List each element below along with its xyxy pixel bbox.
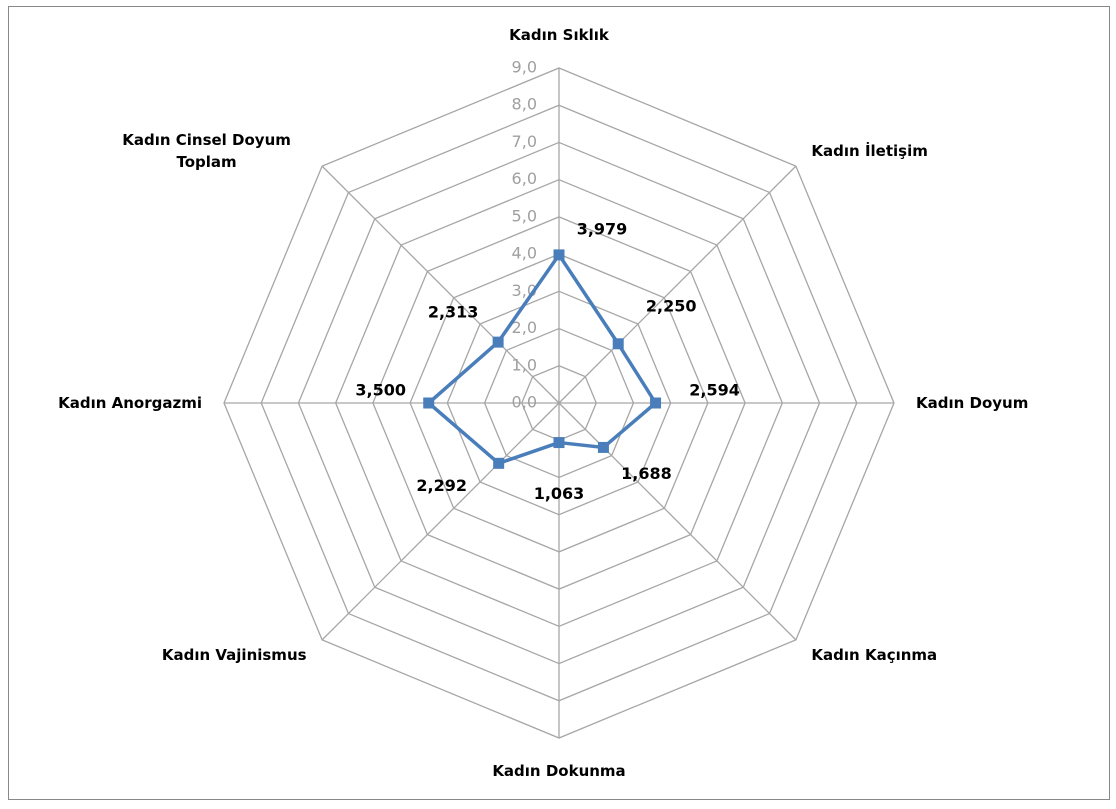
grid-ring bbox=[297, 141, 821, 665]
category-label: Kadın Doyum bbox=[916, 394, 1029, 412]
data-label: 3,500 bbox=[355, 381, 406, 400]
grid-ring bbox=[483, 327, 635, 479]
grid-ring bbox=[334, 178, 784, 628]
y-tick-label: 6,0 bbox=[512, 169, 537, 188]
data-point bbox=[493, 457, 505, 469]
category-label: Kadın Cinsel Doyum Toplam bbox=[122, 130, 291, 171]
y-tick-label: 5,0 bbox=[512, 206, 537, 225]
category-label: Kadın İletişim bbox=[811, 141, 928, 160]
data-label: 2,594 bbox=[689, 381, 740, 400]
category-label: Kadın Dokunma bbox=[492, 762, 626, 780]
data-label: 2,292 bbox=[416, 476, 467, 495]
category-label: Kadın Anorgazmi bbox=[58, 394, 202, 412]
data-point bbox=[553, 437, 565, 449]
grid-ring bbox=[409, 253, 709, 553]
spoke bbox=[558, 165, 797, 404]
data-point bbox=[423, 397, 435, 409]
category-label: Kadın Sıklık bbox=[509, 26, 609, 44]
data-point bbox=[553, 249, 565, 261]
category-label: Kadın Vajinismus bbox=[161, 646, 307, 665]
y-tick-label: 0,0 bbox=[512, 393, 537, 412]
grid-ring bbox=[260, 104, 858, 702]
data-label: 2,313 bbox=[428, 303, 479, 322]
y-tick-label: 7,0 bbox=[512, 132, 537, 151]
data-point bbox=[597, 441, 609, 453]
data-point bbox=[612, 338, 624, 350]
category-label: Kadın Kaçınma bbox=[811, 646, 938, 665]
data-label: 3,979 bbox=[577, 219, 628, 238]
data-label: 2,250 bbox=[646, 296, 697, 315]
spoke bbox=[321, 402, 560, 641]
y-tick-label: 2,0 bbox=[512, 318, 537, 337]
y-tick-label: 4,0 bbox=[512, 244, 537, 263]
grid-ring bbox=[223, 67, 895, 739]
spoke bbox=[321, 165, 560, 404]
y-tick-label: 9,0 bbox=[512, 58, 537, 77]
data-point bbox=[492, 336, 504, 348]
y-tick-label: 1,0 bbox=[512, 355, 537, 374]
y-tick-label: 8,0 bbox=[512, 95, 537, 114]
data-label: 1,688 bbox=[621, 464, 672, 483]
grid-ring bbox=[446, 290, 672, 516]
data-label: 1,063 bbox=[534, 484, 585, 503]
grid-ring bbox=[372, 216, 746, 590]
data-point bbox=[650, 397, 662, 409]
